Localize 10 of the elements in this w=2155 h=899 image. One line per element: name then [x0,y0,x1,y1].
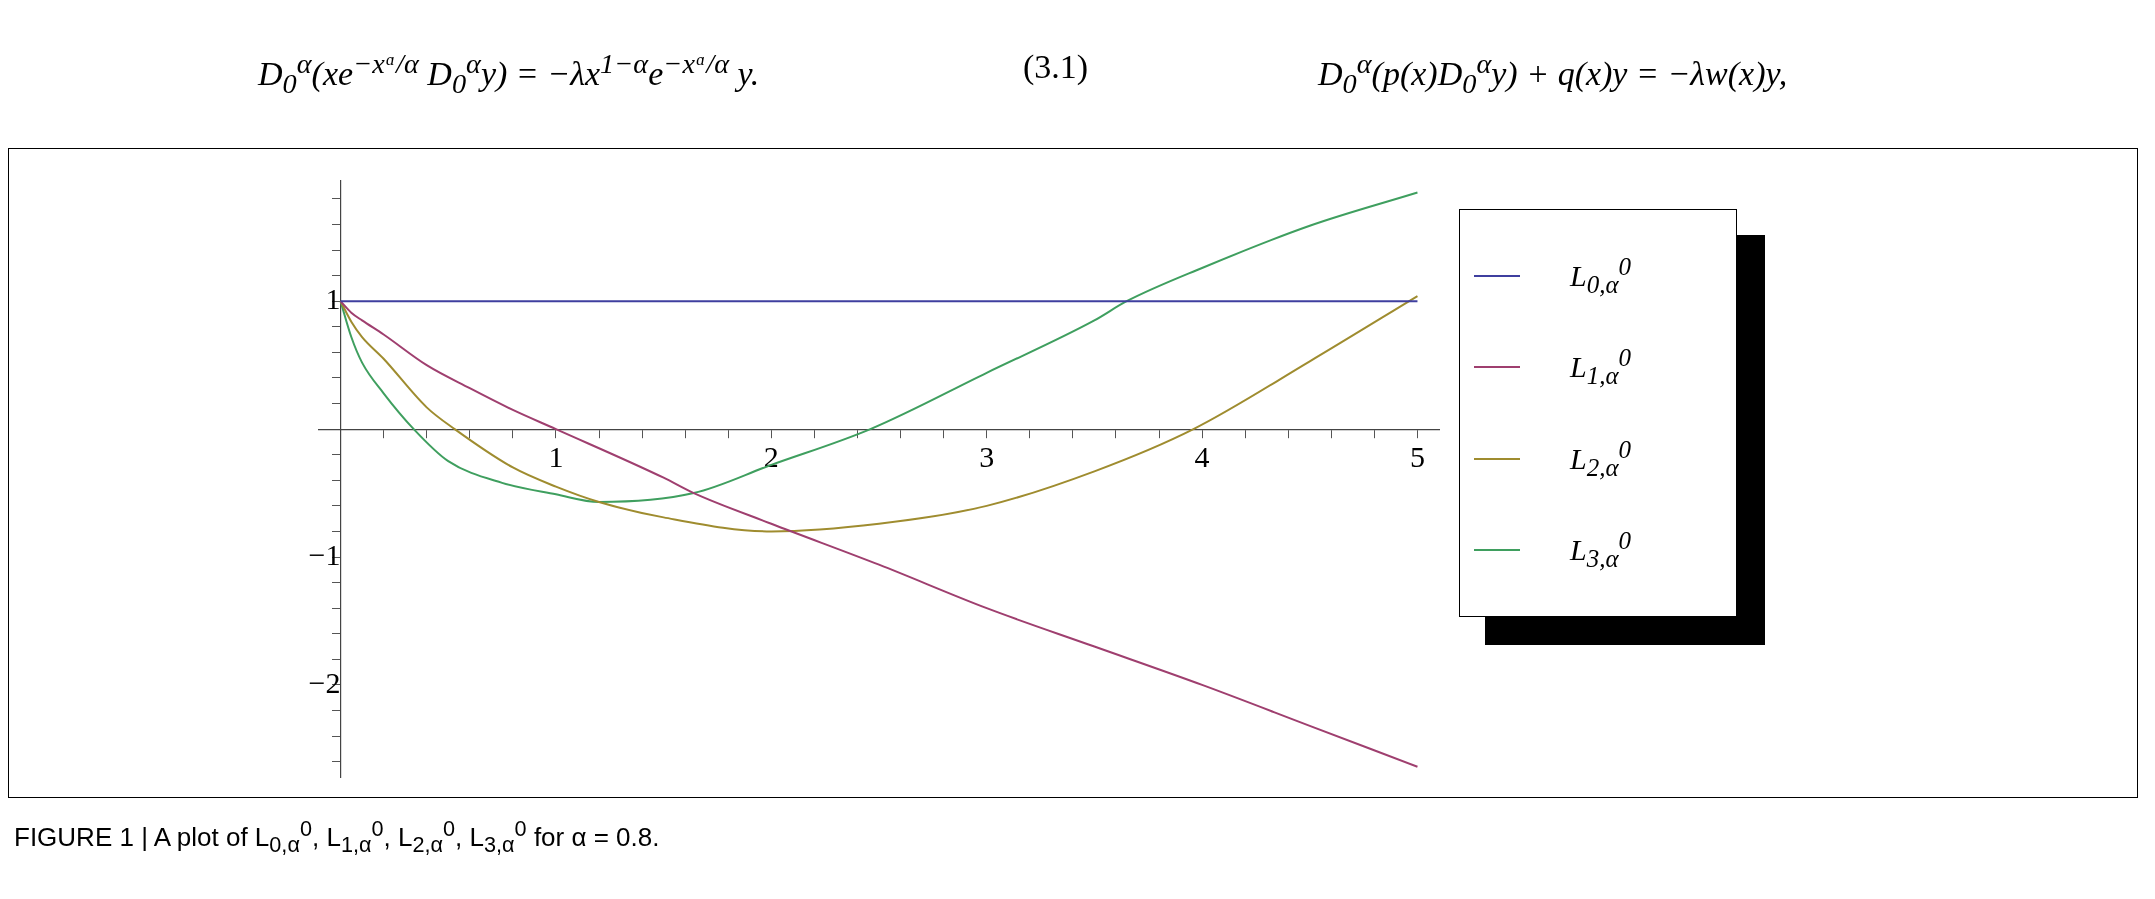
x-tick-label: 5 [1409,440,1425,473]
text: FIGURE 1 | A plot of L$_{0,α}$$^{0}$, L$_{1,α}$$^{0}$, L$_{2,α}$$^{0}$, L$_{3,α}$$^{0}$ for α = 0.8. [14,816,660,857]
text: D$_{0}$$^{α}$(p(x)D$_{0}$$^{α}$y) + q(x)y = −λw(x)y, [1318,48,1788,101]
y-tick-label: −2 [308,665,341,699]
x-tick-label: 3 [979,440,995,473]
text: D$_{0}$$^{α}$(xe$^{−xᵅ/α}$ D$_{0}$$^{α}$y) = −λx$^{1−α}$e$^{−xᵅ/α}$ y. [258,48,760,100]
x-tick-label: 4 [1194,440,1210,473]
x-tick-label: 1 [548,440,564,473]
y-tick-label: −1 [308,537,341,571]
text: (3.1) [1023,48,1089,86]
